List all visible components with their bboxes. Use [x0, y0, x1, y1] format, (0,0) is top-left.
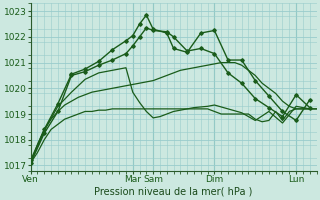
X-axis label: Pression niveau de la mer( hPa ): Pression niveau de la mer( hPa ) — [94, 187, 253, 197]
